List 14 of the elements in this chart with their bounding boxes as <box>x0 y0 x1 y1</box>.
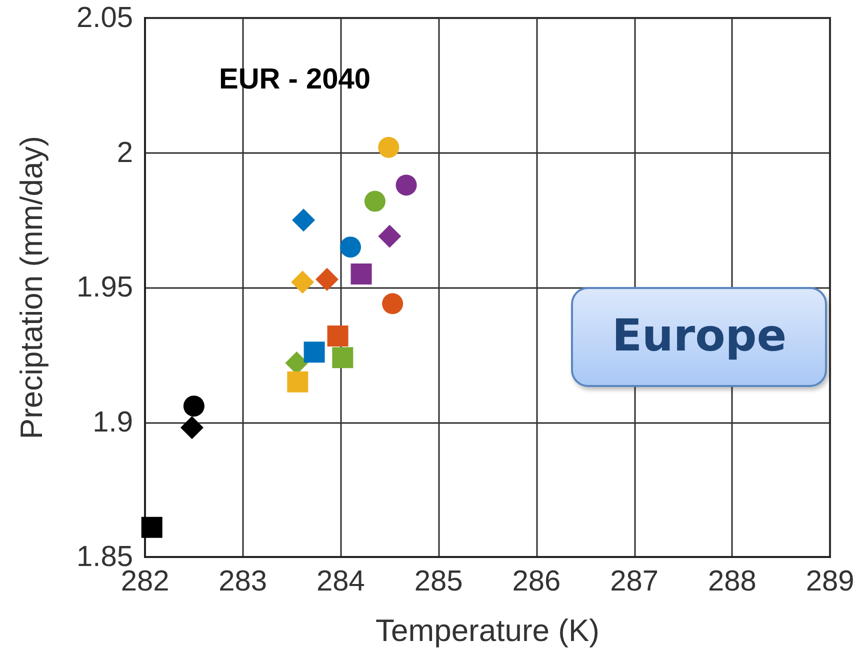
y-tick-label: 1.95 <box>76 272 133 304</box>
x-tick-label: 288 <box>708 566 756 598</box>
x-tick-label: 284 <box>316 566 365 598</box>
x-tick-label: 286 <box>512 566 561 598</box>
annotation: Europe <box>612 310 787 362</box>
x-tick-label: 285 <box>414 566 463 598</box>
y-axis-title: Preciptation (mm/day) <box>14 136 49 440</box>
y-tick-label: 2 <box>116 136 133 169</box>
x-tick-label: 287 <box>610 566 658 598</box>
x-axis-title: Temperature (K) <box>376 613 600 648</box>
y-tick-label: 2.05 <box>76 2 133 34</box>
x-tick-label: 283 <box>218 566 268 598</box>
y-tick-label: 1.9 <box>92 406 133 438</box>
x-tick-label: 289 <box>806 566 854 598</box>
